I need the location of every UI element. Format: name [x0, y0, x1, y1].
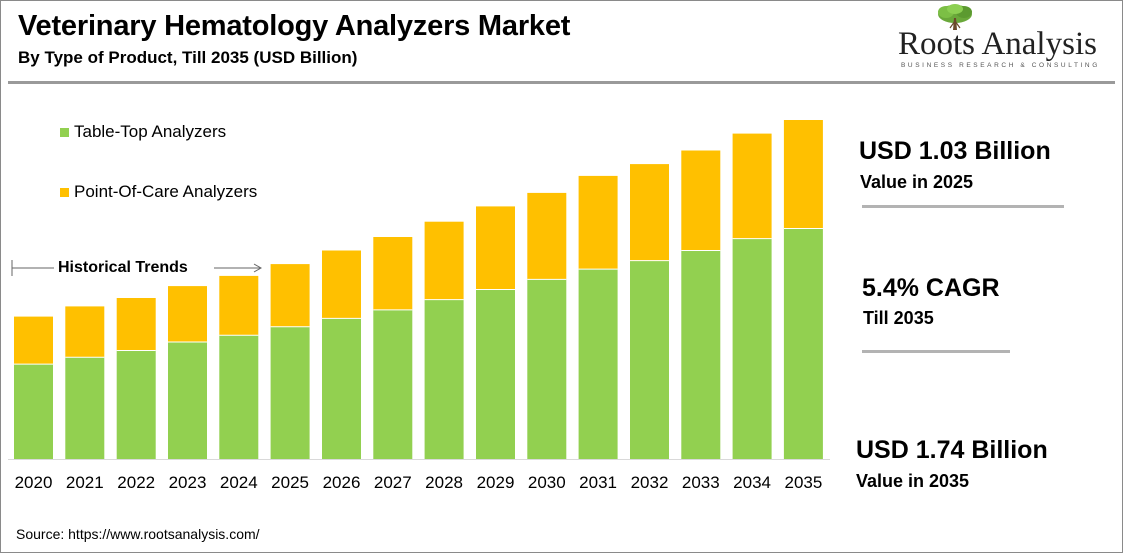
x-tick-label-2021: 2021	[66, 473, 104, 492]
stat-value-2035: USD 1.74 Billion	[856, 436, 1048, 464]
bar-table-top-2027	[373, 309, 413, 459]
x-tick-label-2022: 2022	[117, 473, 155, 492]
x-tick-label-2020: 2020	[15, 473, 53, 492]
bar-point-of-care-2029	[476, 206, 515, 290]
bar-table-top-2021	[65, 357, 105, 459]
chart-title: Veterinary Hematology Analyzers Market	[18, 10, 571, 42]
historical-trends-label: Historical Trends	[58, 259, 188, 276]
bar-table-top-2020	[14, 364, 53, 459]
historical-trends-arrow	[11, 260, 263, 276]
bar-table-top-2023	[168, 342, 207, 459]
chart-subtitle: By Type of Product, Till 2035 (USD Billi…	[18, 48, 358, 67]
stat-cagr: 5.4% CAGR	[862, 274, 1000, 302]
bar-table-top-2033	[681, 250, 721, 459]
x-tick-label-2027: 2027	[374, 473, 412, 492]
roots-analysis-logo: Roots Analysis BUSINESS RESEARCH & CONSU…	[888, 4, 1110, 74]
bar-table-top-2034	[732, 238, 772, 459]
stat-divider-2	[862, 350, 1010, 353]
header-divider	[8, 81, 1115, 84]
bar-point-of-care-2027	[373, 237, 413, 310]
stat-divider-1	[862, 205, 1064, 208]
stat-value-2025: USD 1.03 Billion	[859, 137, 1051, 165]
legend-label-table-top: Table-Top Analyzers	[74, 122, 227, 141]
bar-point-of-care-2020	[14, 316, 53, 365]
bar-point-of-care-2025	[270, 264, 310, 327]
bar-table-top-2026	[322, 318, 361, 459]
x-tick-label-2024: 2024	[220, 473, 258, 492]
bar-point-of-care-2030	[527, 192, 567, 280]
x-tick-label-2032: 2032	[631, 473, 669, 492]
legend-label-point-of-care: Point-Of-Care Analyzers	[74, 182, 258, 201]
x-tick-label-2028: 2028	[425, 473, 463, 492]
x-tick-label-2030: 2030	[528, 473, 566, 492]
bar-table-top-2032	[630, 260, 669, 459]
stat-cagr-caption: Till 2035	[863, 308, 934, 328]
logo-name: Roots Analysis	[898, 26, 1097, 62]
bar-point-of-care-2021	[65, 306, 105, 358]
x-tick-label-2026: 2026	[323, 473, 361, 492]
bar-table-top-2030	[527, 279, 567, 459]
x-tick-label-2031: 2031	[579, 473, 617, 492]
x-tick-label-2034: 2034	[733, 473, 771, 492]
x-tick-label-2035: 2035	[784, 473, 822, 492]
bar-table-top-2024	[219, 335, 259, 459]
bar-table-top-2029	[476, 289, 515, 459]
x-tick-label-2033: 2033	[682, 473, 720, 492]
bar-point-of-care-2034	[732, 133, 772, 239]
source-note: Source: https://www.rootsanalysis.com/	[16, 526, 260, 542]
legend-item-point-of-care: Point-Of-Care Analyzers	[60, 182, 257, 202]
x-tick-label-2023: 2023	[169, 473, 207, 492]
bar-point-of-care-2023	[168, 286, 207, 342]
historical-trends-annotation: Historical Trends	[10, 256, 265, 280]
legend-item-table-top: Table-Top Analyzers	[60, 122, 226, 142]
bar-table-top-2035	[783, 228, 823, 459]
bar-point-of-care-2022	[116, 298, 156, 351]
bar-table-top-2031	[578, 269, 618, 459]
bar-point-of-care-2035	[783, 120, 823, 229]
bar-point-of-care-2028	[424, 221, 464, 300]
x-tick-label-2025: 2025	[271, 473, 309, 492]
legend-swatch-table-top	[60, 127, 69, 137]
bar-point-of-care-2031	[578, 175, 618, 270]
tree-icon	[938, 4, 972, 30]
legend-swatch-point-of-care	[60, 187, 69, 197]
stat-value-2025-caption: Value in 2025	[860, 172, 974, 192]
bar-point-of-care-2032	[630, 164, 669, 261]
x-tick-label-2029: 2029	[477, 473, 515, 492]
logo-tagline: BUSINESS RESEARCH & CONSULTING	[901, 62, 1100, 69]
bar-point-of-care-2024	[219, 275, 259, 336]
stat-value-2035-caption: Value in 2035	[856, 471, 970, 491]
bar-table-top-2022	[116, 350, 156, 459]
bar-table-top-2025	[270, 326, 310, 459]
bar-table-top-2028	[424, 299, 464, 459]
bar-point-of-care-2026	[322, 250, 361, 319]
bar-point-of-care-2033	[681, 150, 721, 251]
